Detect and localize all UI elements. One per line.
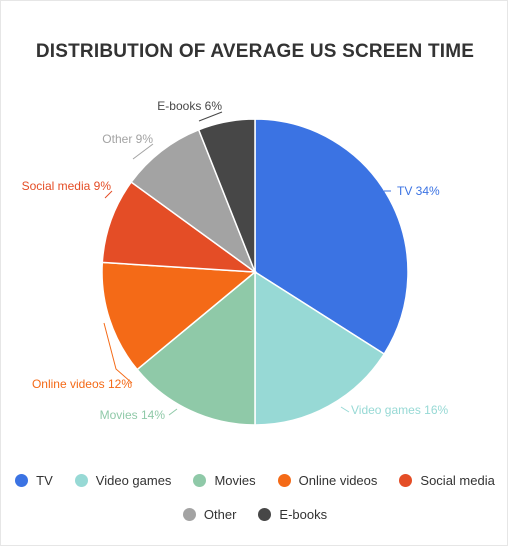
chart-title: DISTRIBUTION OF AVERAGE US SCREEN TIME [35,41,475,62]
slice-label-online-videos: Online videos 12% [32,377,132,391]
legend-label: Social media [420,473,495,488]
slice-label-movies: Movies 14% [100,408,166,422]
legend-item-social-media[interactable]: Social media [399,473,495,488]
legend-item-online-videos[interactable]: Online videos [277,473,378,488]
pie-slice-social-media [101,181,258,273]
legend-label: E-books [279,507,328,522]
legend-item-tv[interactable]: TV [15,473,53,488]
legend-item-other[interactable]: Other [182,507,237,522]
legend-label: Movies [214,473,256,488]
leader-line-video-games [340,406,350,413]
pie-slice-video-games [254,270,386,426]
legend-item-e-books[interactable]: E-books [258,507,327,522]
legend-swatch [277,474,291,487]
legend-swatch [74,474,88,487]
legend-swatch [399,474,413,487]
legend-label: TV [36,473,53,488]
pie-slice-e-books [197,118,256,273]
legend-swatch [258,508,272,521]
legend-label: Video games [95,473,172,488]
legend-label: Other [203,507,237,522]
legend-swatch [15,474,29,487]
legend-swatch [193,474,207,487]
legend-item-movies[interactable]: Movies [193,473,256,488]
legend-row-2: Other E-books [1,507,508,522]
pie-slice-other [130,128,257,275]
legend-item-video-games[interactable]: Video games [74,473,172,488]
pie-slice-tv [254,118,409,356]
pie-slice-movies [136,270,256,426]
legend-row-1: TV Video games Movies Online videos Social m… [1,473,508,488]
slice-label-video-games: Video games 16% [351,403,449,417]
legend-label: Online videos [298,473,378,488]
slice-label-other: Other 9% [102,132,153,146]
legend-swatch [182,508,196,521]
slice-label-e-books: E-books 6% [157,99,222,113]
slice-label-tv: TV 34% [397,184,440,198]
leader-line-other [132,143,154,160]
leader-line-e-books [198,111,223,122]
leader-line-online-videos [103,322,133,384]
leader-line-movies [168,408,178,416]
pie-slice-online-videos [101,261,257,371]
slice-label-social-media: Social media 9% [22,179,112,193]
leader-line-social-media [104,190,113,199]
